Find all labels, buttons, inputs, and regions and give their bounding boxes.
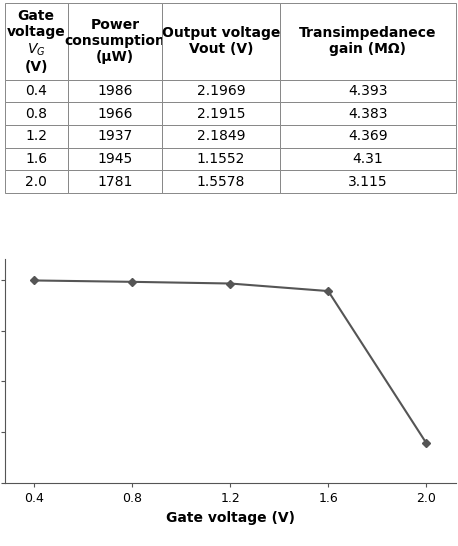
X-axis label: Gate voltage (V): Gate voltage (V): [166, 511, 294, 525]
